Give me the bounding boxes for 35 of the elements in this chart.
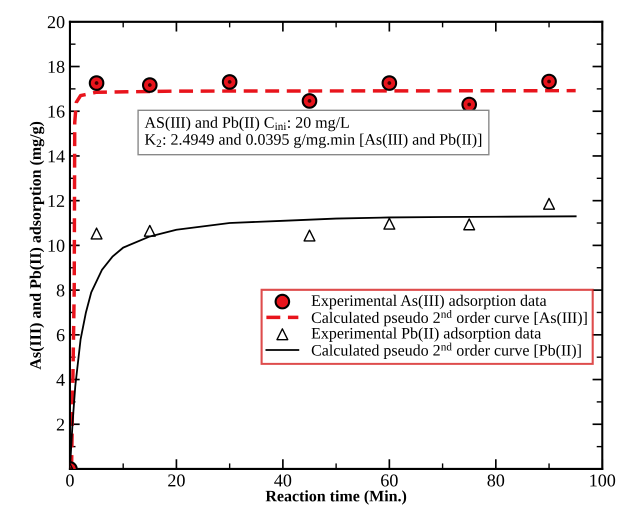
- legend-label: Experimental Pb(II) adsorption data: [312, 327, 542, 342]
- y-tick-label: 20: [48, 16, 64, 28]
- point: [383, 218, 396, 230]
- legend-label: Calculated pseudo 2$^{nd}$ order curve [As(III)]: [312, 310, 587, 326]
- point: [542, 198, 556, 210]
- x-tick-label: 20: [168, 474, 185, 487]
- text: AS(III) and Pb(II) C$_{ini}$: 20 mg/L K$_{2}$: 2.4949 and 0.0395 g/mg.min [As(III) and Pb(II)]: [144, 116, 482, 148]
- x-tick-label: 40: [274, 474, 292, 487]
- x-tick-label: 80: [487, 474, 504, 487]
- point: [90, 227, 103, 240]
- point: [222, 74, 238, 90]
- x-tick-label: 100: [590, 474, 616, 487]
- y-tick-label: 8: [56, 284, 64, 297]
- y-tick-label: 16: [48, 106, 65, 118]
- legend-label: Calculated pseudo 2$^{nd}$ order curve [Pb(II)]: [312, 342, 581, 359]
- point: [302, 93, 318, 109]
- y-axis-title: As(III) and Pb(II) adsorption (mg/g): [30, 122, 44, 370]
- y-tick-label: 2: [56, 418, 64, 431]
- point: [463, 218, 476, 230]
- x-tick-label: 0: [66, 474, 74, 487]
- point: [303, 229, 316, 242]
- x-axis-title: Reaction time (Min.): [266, 490, 406, 505]
- y-tick-label: 4: [56, 374, 65, 386]
- y-tick-label: 6: [56, 329, 65, 342]
- y-tick-label: 14: [48, 150, 65, 162]
- legend-label: Experimental As(III) adsorption data: [312, 294, 546, 310]
- point: [88, 75, 104, 91]
- point: [142, 77, 158, 93]
- point: [382, 75, 398, 91]
- y-tick-label: 18: [48, 60, 64, 73]
- point: [144, 224, 156, 237]
- y-tick-label: 10: [48, 240, 64, 252]
- point: [541, 74, 557, 90]
- y-tick-label: 12: [48, 194, 64, 207]
- x-tick-label: 60: [381, 474, 398, 487]
